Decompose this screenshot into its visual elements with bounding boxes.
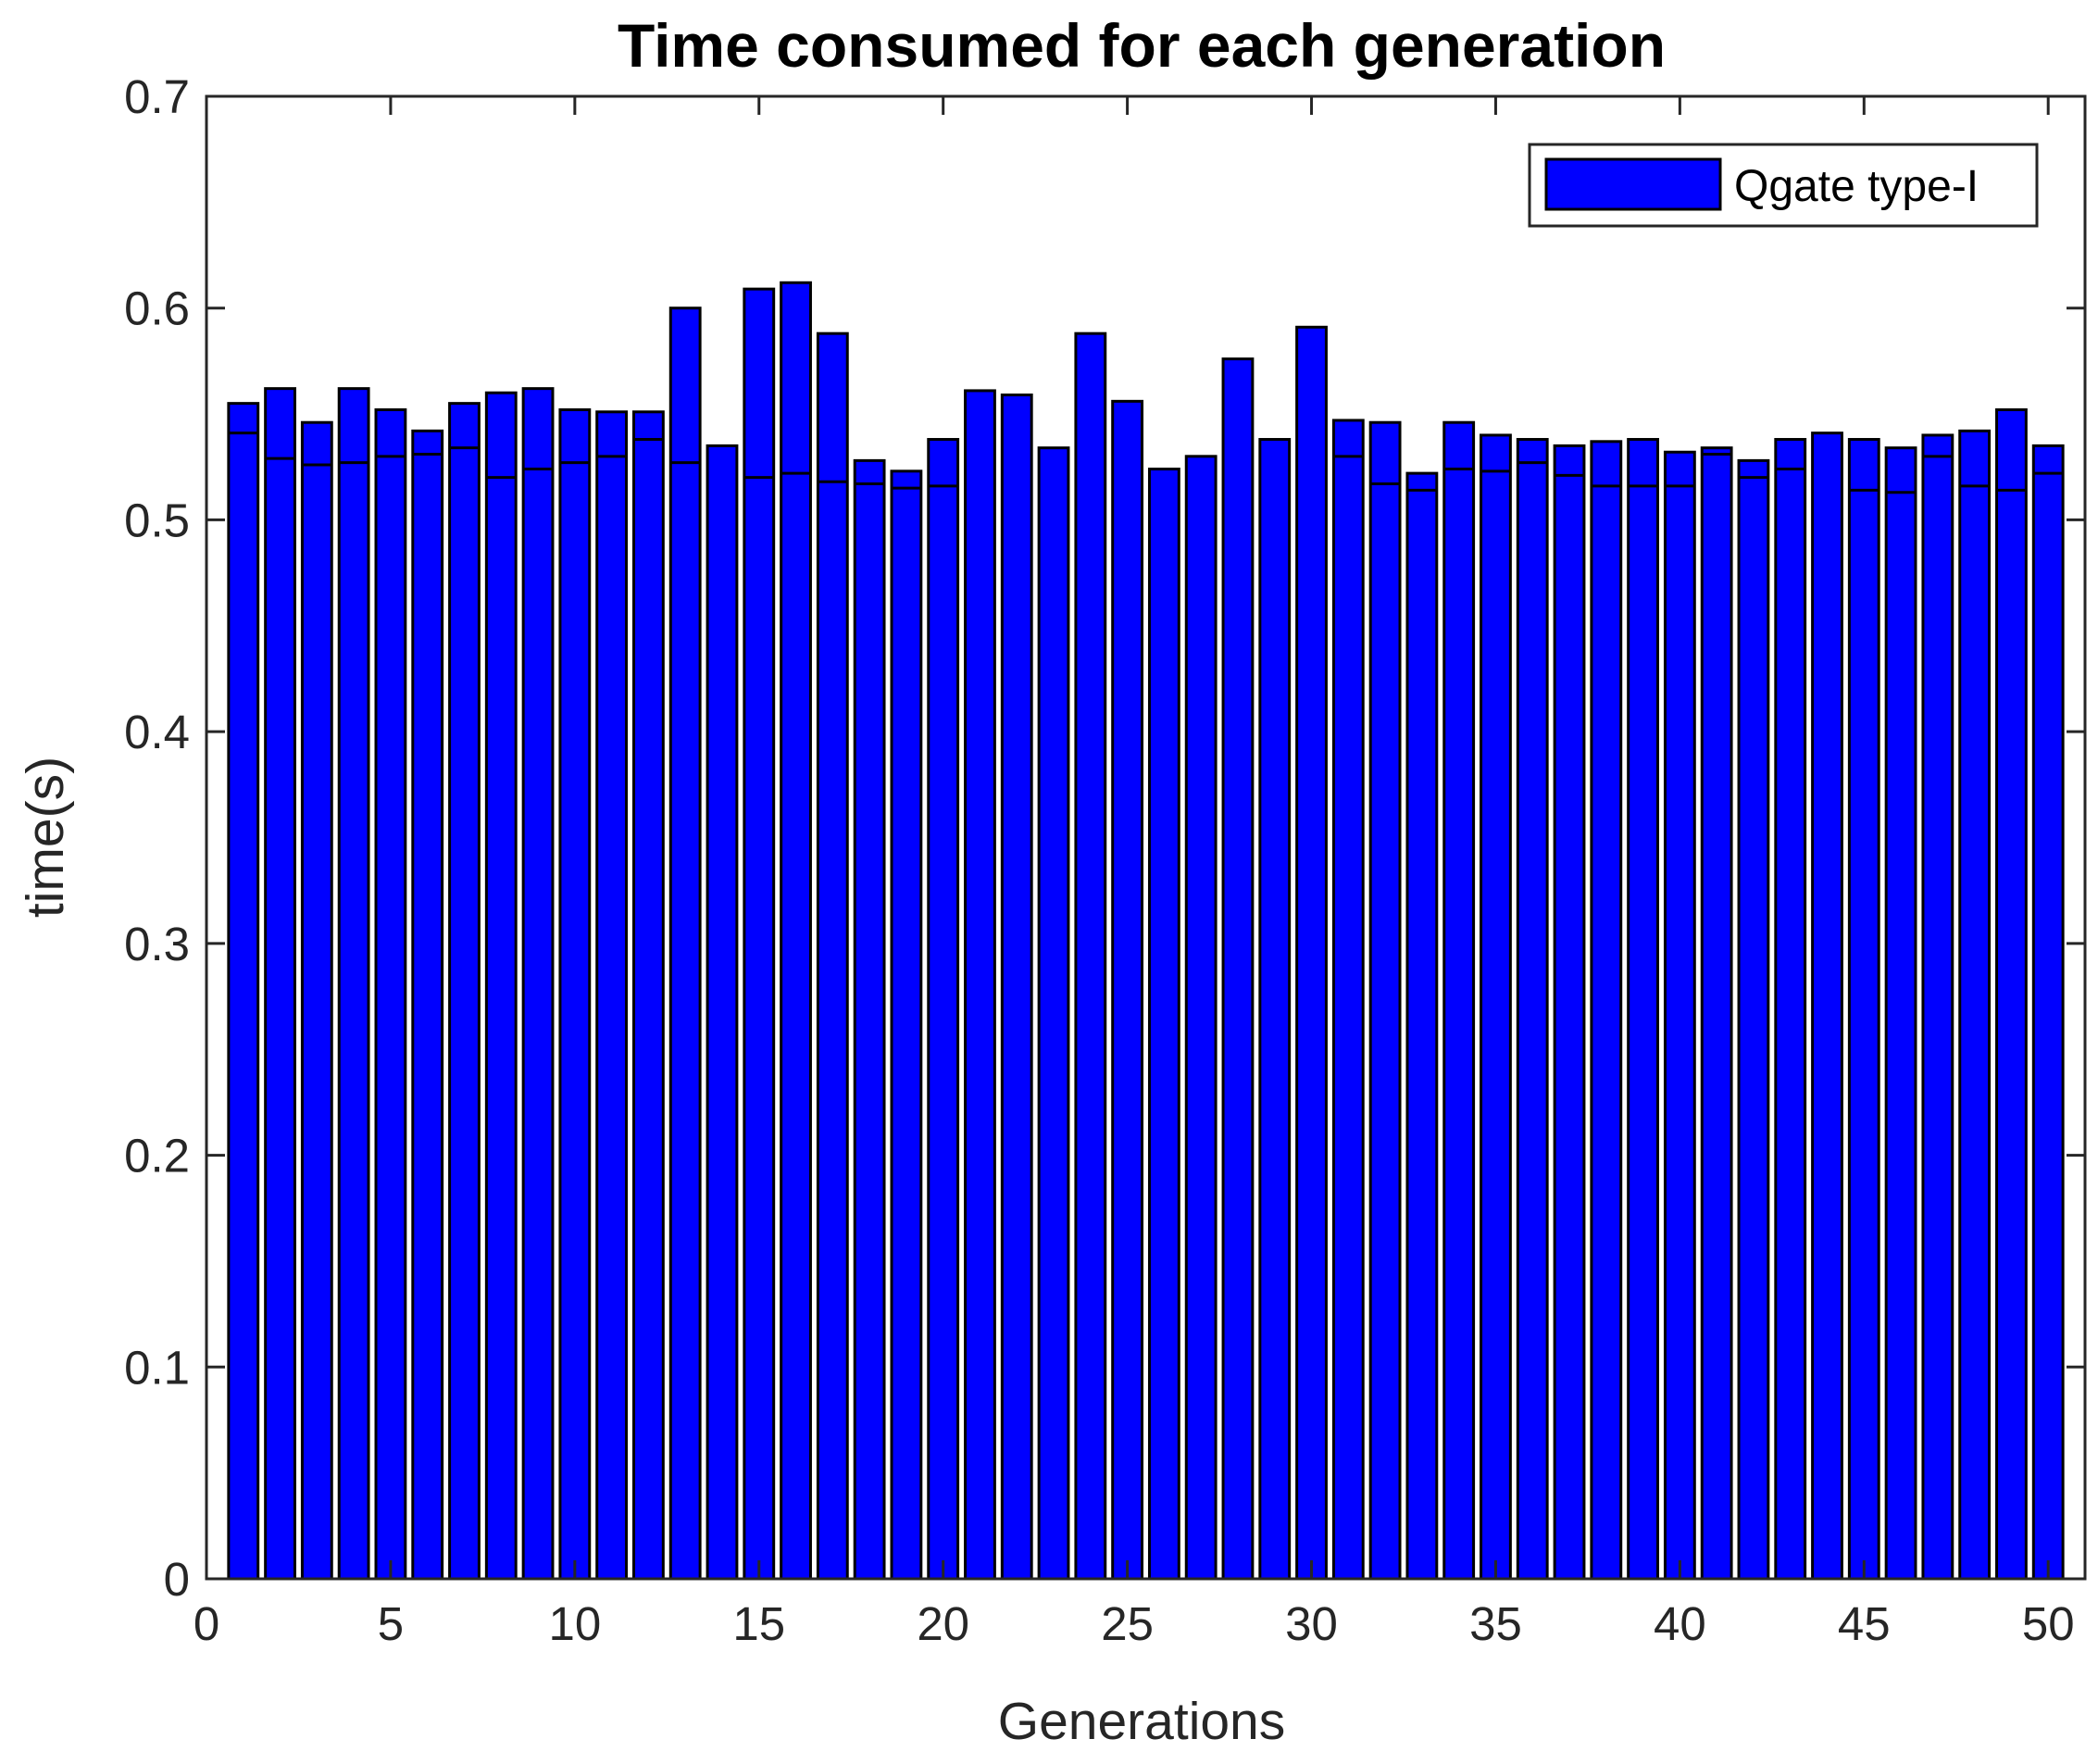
bar xyxy=(890,469,923,1581)
bar xyxy=(2031,444,2065,1581)
plot-area xyxy=(206,96,2085,1579)
bar xyxy=(1700,446,1733,1581)
bar xyxy=(853,458,886,1581)
y-axis-label: time(s) xyxy=(16,757,75,918)
y-tick-label: 0.6 xyxy=(124,282,190,335)
bar xyxy=(337,387,370,1581)
bars-layer xyxy=(227,281,2065,1581)
y-tick-label: 0 xyxy=(164,1553,190,1606)
x-tick-label: 40 xyxy=(1654,1597,1706,1650)
bar xyxy=(1847,438,1880,1581)
x-tick-label: 25 xyxy=(1101,1597,1154,1650)
legend-label: Qgate type-I xyxy=(1734,162,1979,211)
bar xyxy=(1811,432,1843,1581)
bar xyxy=(300,420,333,1581)
bar xyxy=(1037,446,1070,1581)
y-tick-label: 0.2 xyxy=(124,1130,190,1182)
bar xyxy=(1184,455,1218,1581)
bar xyxy=(1442,420,1476,1581)
bar xyxy=(521,387,555,1581)
x-tick-label: 30 xyxy=(1285,1597,1338,1650)
bar xyxy=(1147,468,1180,1581)
bar xyxy=(1663,450,1696,1581)
x-tick-labels: 0 5 10 15 20 25 30 35 40 45 50 xyxy=(194,1597,2075,1650)
bar xyxy=(484,391,518,1581)
plot-frame xyxy=(205,94,2087,1581)
bar xyxy=(1405,471,1439,1581)
y-tick-labels: 0 0.1 0.2 0.3 0.4 0.5 0.6 0.7 xyxy=(124,70,190,1606)
bar xyxy=(264,387,296,1581)
bar xyxy=(1480,433,1512,1581)
bar xyxy=(743,287,776,1581)
bar xyxy=(816,332,849,1581)
bar xyxy=(1111,399,1144,1581)
bar xyxy=(1516,438,1549,1581)
y-tick-label: 0.5 xyxy=(124,494,190,546)
bar xyxy=(1074,332,1107,1581)
legend: Qgate type-I xyxy=(1528,143,2039,228)
bar xyxy=(1221,357,1255,1581)
bar xyxy=(1553,444,1586,1581)
bar xyxy=(1258,438,1292,1581)
x-tick-label: 0 xyxy=(194,1597,219,1650)
x-tick-label: 45 xyxy=(1838,1597,1891,1650)
bar xyxy=(964,389,996,1581)
bar xyxy=(1000,393,1033,1581)
bar xyxy=(927,438,960,1581)
x-tick-label: 35 xyxy=(1469,1597,1522,1650)
x-axis-label: Generations xyxy=(998,1692,1286,1751)
bar xyxy=(411,429,444,1581)
chart-title: Time consumed for each generation xyxy=(618,11,1666,80)
y-tick-label: 0.1 xyxy=(124,1341,190,1394)
bar xyxy=(374,407,407,1581)
bar xyxy=(1331,419,1365,1581)
bar xyxy=(1884,446,1917,1581)
x-tick-label: 10 xyxy=(548,1597,601,1650)
bar xyxy=(780,281,812,1581)
bar xyxy=(668,307,702,1581)
x-tick-label: 15 xyxy=(732,1597,785,1650)
y-tick-label: 0.7 xyxy=(124,70,190,123)
ticks-layer xyxy=(205,94,2085,1581)
x-tick-label: 50 xyxy=(2022,1597,2075,1650)
x-tick-label: 5 xyxy=(378,1597,404,1650)
y-tick-label: 0.4 xyxy=(124,706,190,758)
bar xyxy=(631,410,665,1581)
bar xyxy=(706,444,739,1581)
bar xyxy=(1774,438,1807,1581)
bar xyxy=(1627,438,1660,1581)
x-tick-label: 20 xyxy=(917,1597,969,1650)
bar xyxy=(1590,440,1623,1581)
bar xyxy=(1958,429,1992,1581)
bar xyxy=(1737,458,1770,1581)
bar xyxy=(1368,420,1402,1581)
bar xyxy=(558,407,592,1581)
bar xyxy=(1921,433,1954,1581)
bar xyxy=(595,410,629,1581)
bar xyxy=(227,402,260,1581)
bar xyxy=(1995,407,2028,1581)
y-tick-label: 0.3 xyxy=(124,918,190,970)
legend-swatch xyxy=(1544,157,1722,211)
bar xyxy=(1295,325,1328,1581)
bar xyxy=(448,402,481,1581)
